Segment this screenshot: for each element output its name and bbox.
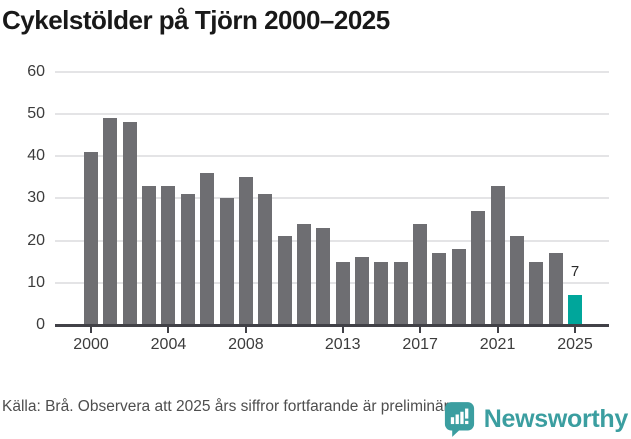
y-axis-label-40: 40 [27,147,45,164]
x-axis-tick-2025 [574,326,576,333]
gridline-60 [55,70,609,73]
chart-bar-2018 [432,253,447,325]
y-axis-label-20: 20 [27,231,45,249]
x-axis-tick-2017 [419,326,422,333]
chart-bar-2003 [142,185,157,325]
chart-bar-2001 [103,117,118,325]
y-axis-label-0: 0 [36,316,45,333]
y-axis-label-50: 50 [27,104,45,122]
x-axis-line [55,323,609,327]
gridline-20 [55,239,609,242]
chart-bar-2013 [335,261,350,325]
y-axis-label-10: 10 [27,273,45,291]
chart-bar-2020 [471,210,486,325]
chart-bar-2004 [161,185,176,325]
x-axis-label-2013: 2013 [324,336,361,353]
chart-bar-2006 [200,172,215,325]
y-axis-label-30: 30 [27,189,45,207]
chart-bar-2000 [84,151,98,325]
chart-bar-2010 [277,236,292,325]
x-axis-tick-2013 [341,326,344,333]
chart-bar-2016 [393,261,408,325]
brand-name: Newsworthy [483,405,629,433]
x-axis-tick-2021 [496,326,499,333]
newsworthy-chart-bubble-icon [444,402,474,437]
x-axis-tick-2000 [90,326,92,333]
chart-bar-2021 [490,185,505,325]
x-axis-label-2021: 2021 [479,336,516,353]
chart-title: Cykelstölder på Tjörn 2000–2025 [2,5,390,35]
gridline-10 [55,281,609,284]
chart-bar-2005 [180,194,195,325]
x-axis-label-2025: 2025 [557,336,593,353]
chart-bar-2014 [355,257,370,325]
chart-bar-2009 [258,194,273,325]
chart-bar-2011 [296,223,311,325]
chart-bar-2022 [509,236,524,325]
x-axis-tick-2008 [244,326,247,333]
x-axis-tick-2004 [167,326,170,333]
chart-bar-2025 [568,295,582,325]
data-label-2025: 7 [570,263,580,281]
x-axis-label-2000: 2000 [73,336,109,353]
gridline-30 [55,197,609,200]
chart-bar-2015 [374,261,389,325]
y-axis-label-60: 60 [27,62,45,80]
chart-bar-2024 [548,253,563,325]
gridline-50 [55,112,609,115]
chart-bar-2008 [238,177,253,325]
chart-bar-2019 [451,248,466,325]
chart-bar-2007 [219,198,234,325]
gridline-40 [55,155,609,157]
chart-bar-2017 [413,223,428,325]
chart-bar-2012 [316,227,331,325]
x-axis-label-2004: 2004 [150,336,187,353]
newsworthy-logo: Newsworthy [444,401,628,438]
chart-bar-2023 [529,261,544,325]
source-note: Källa: Brå. Observera att 2025 års siffr… [2,398,462,415]
x-axis-label-2017: 2017 [402,336,438,353]
x-axis-label-2008: 2008 [228,336,264,353]
chart-bar-2002 [122,122,137,325]
